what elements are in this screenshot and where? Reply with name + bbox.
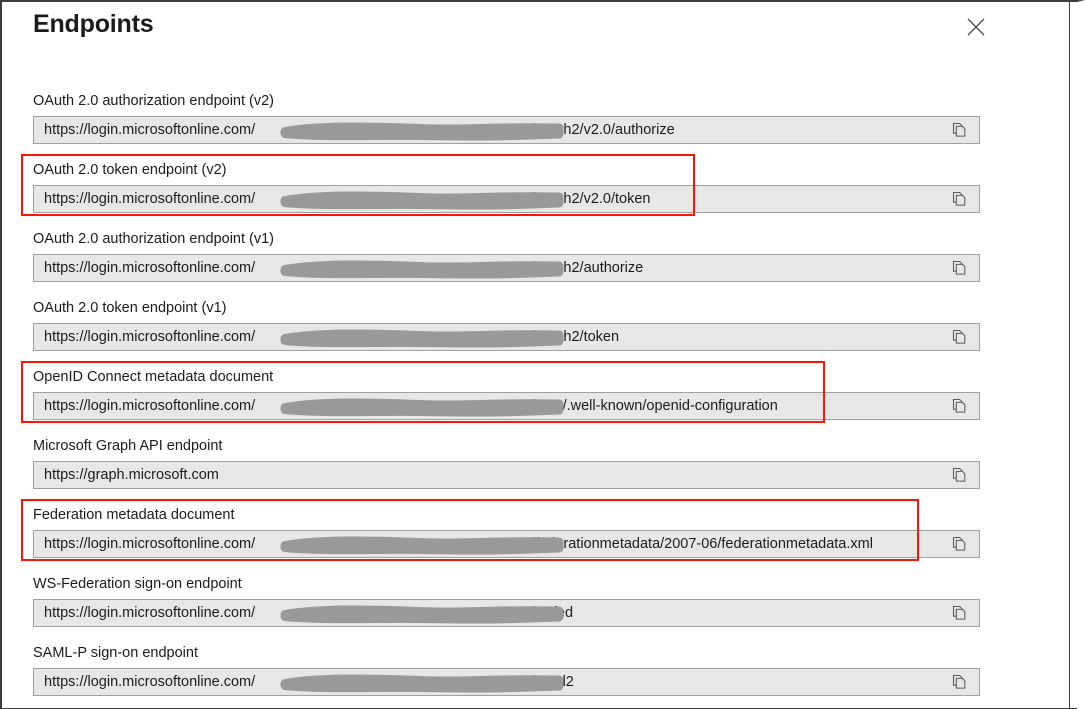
endpoint-url-value: https://login.microsoftonline.com/ /wsfed: [44, 605, 939, 621]
endpoint-field-label: OAuth 2.0 token endpoint (v1): [33, 300, 227, 316]
endpoint-url-value: https://login.microsoftonline.com/ /feder…: [44, 536, 939, 552]
endpoint-url-value: https://login.microsoftonline.com/ /oauth…: [44, 260, 939, 276]
endpoint-field: Microsoft Graph API endpoint https://grap…: [2, 435, 1077, 504]
endpoint-field: SAML-P sign-on endpoint https://login.mic…: [2, 642, 1077, 709]
endpoint-url-input[interactable]: https://login.microsoftonline.com/ /v2.0/…: [33, 392, 980, 420]
copy-icon[interactable]: [939, 531, 979, 557]
copy-icon[interactable]: [939, 324, 979, 350]
endpoint-url-value: https://login.microsoftonline.com/ /oauth…: [44, 122, 939, 138]
endpoint-field-label: Federation metadata document: [33, 507, 235, 523]
endpoint-url-input[interactable]: https://login.microsoftonline.com/ /wsfed: [33, 599, 980, 627]
endpoint-url-suffix: /oauth2/token: [531, 329, 620, 345]
endpoint-field: OpenID Connect metadata document https://…: [2, 366, 1077, 435]
endpoint-field-label: OAuth 2.0 authorization endpoint (v2): [33, 93, 275, 109]
endpoint-url-prefix: https://login.microsoftonline.com/: [44, 191, 256, 207]
endpoint-url-prefix: https://graph.microsoft.com: [44, 467, 219, 483]
copy-icon[interactable]: [939, 255, 979, 281]
endpoint-field-label: WS-Federation sign-on endpoint: [33, 576, 242, 592]
endpoint-url-value: https://login.microsoftonline.com/ /saml2: [44, 674, 939, 690]
endpoint-field: OAuth 2.0 token endpoint (v2) https://log…: [2, 159, 1077, 228]
endpoint-url-suffix: /oauth2/v2.0/token: [531, 191, 651, 207]
copy-icon[interactable]: [939, 393, 979, 419]
endpoint-url-prefix: https://login.microsoftonline.com/: [44, 329, 256, 345]
endpoint-field-label: OAuth 2.0 authorization endpoint (v1): [33, 231, 275, 247]
endpoint-url-suffix: /wsfed: [531, 605, 574, 621]
copy-icon[interactable]: [939, 462, 979, 488]
copy-icon[interactable]: [939, 186, 979, 212]
endpoint-url-input[interactable]: https://login.microsoftonline.com/ /oauth…: [33, 185, 980, 213]
endpoint-field-list: OAuth 2.0 authorization endpoint (v2) htt…: [2, 90, 1077, 709]
panel-header: Endpoints: [2, 2, 1077, 72]
endpoint-url-suffix: /v2.0/.well-known/openid-configuration: [531, 398, 778, 414]
copy-icon[interactable]: [939, 669, 979, 695]
page-title: Endpoints: [33, 10, 154, 38]
endpoint-url-value: https://graph.microsoft.com: [44, 467, 939, 483]
endpoint-url-value: https://login.microsoftonline.com/ /oauth…: [44, 191, 939, 207]
endpoint-url-prefix: https://login.microsoftonline.com/: [44, 674, 256, 690]
endpoint-field: OAuth 2.0 authorization endpoint (v1) htt…: [2, 228, 1077, 297]
endpoint-url-prefix: https://login.microsoftonline.com/: [44, 398, 256, 414]
copy-icon[interactable]: [939, 117, 979, 143]
endpoint-field: WS-Federation sign-on endpoint https://lo…: [2, 573, 1077, 642]
endpoint-field: Federation metadata document https://logi…: [2, 504, 1077, 573]
endpoint-url-input[interactable]: https://login.microsoftonline.com/ /saml2: [33, 668, 980, 696]
endpoint-field-label: OpenID Connect metadata document: [33, 369, 274, 385]
endpoint-field-label: SAML-P sign-on endpoint: [33, 645, 198, 661]
endpoint-url-input[interactable]: https://login.microsoftonline.com/ /oauth…: [33, 254, 980, 282]
endpoint-url-prefix: https://login.microsoftonline.com/: [44, 122, 256, 138]
close-icon[interactable]: [961, 12, 991, 42]
endpoint-url-input[interactable]: https://login.microsoftonline.com/ /oauth…: [33, 323, 980, 351]
endpoint-url-prefix: https://login.microsoftonline.com/: [44, 260, 256, 276]
endpoint-url-input[interactable]: https://login.microsoftonline.com/ /oauth…: [33, 116, 980, 144]
endpoint-url-prefix: https://login.microsoftonline.com/: [44, 605, 256, 621]
panel-border-right: [1069, 2, 1070, 709]
endpoint-url-value: https://login.microsoftonline.com/ /oauth…: [44, 329, 939, 345]
endpoint-url-suffix: /saml2: [531, 674, 574, 690]
endpoint-url-prefix: https://login.microsoftonline.com/: [44, 536, 256, 552]
endpoint-url-suffix: /oauth2/v2.0/authorize: [531, 122, 675, 138]
endpoint-field-label: Microsoft Graph API endpoint: [33, 438, 223, 454]
endpoint-url-value: https://login.microsoftonline.com/ /v2.0/…: [44, 398, 939, 414]
endpoint-field-label: OAuth 2.0 token endpoint (v2): [33, 162, 227, 178]
endpoint-field: OAuth 2.0 authorization endpoint (v2) htt…: [2, 90, 1077, 159]
copy-icon[interactable]: [939, 600, 979, 626]
endpoint-url-suffix: /oauth2/authorize: [531, 260, 644, 276]
endpoint-field: OAuth 2.0 token endpoint (v1) https://log…: [2, 297, 1077, 366]
endpoint-url-input[interactable]: https://graph.microsoft.com: [33, 461, 980, 489]
endpoint-url-suffix: /federationmetadata/2007-06/federationme…: [531, 536, 873, 552]
endpoint-url-input[interactable]: https://login.microsoftonline.com/ /feder…: [33, 530, 980, 558]
